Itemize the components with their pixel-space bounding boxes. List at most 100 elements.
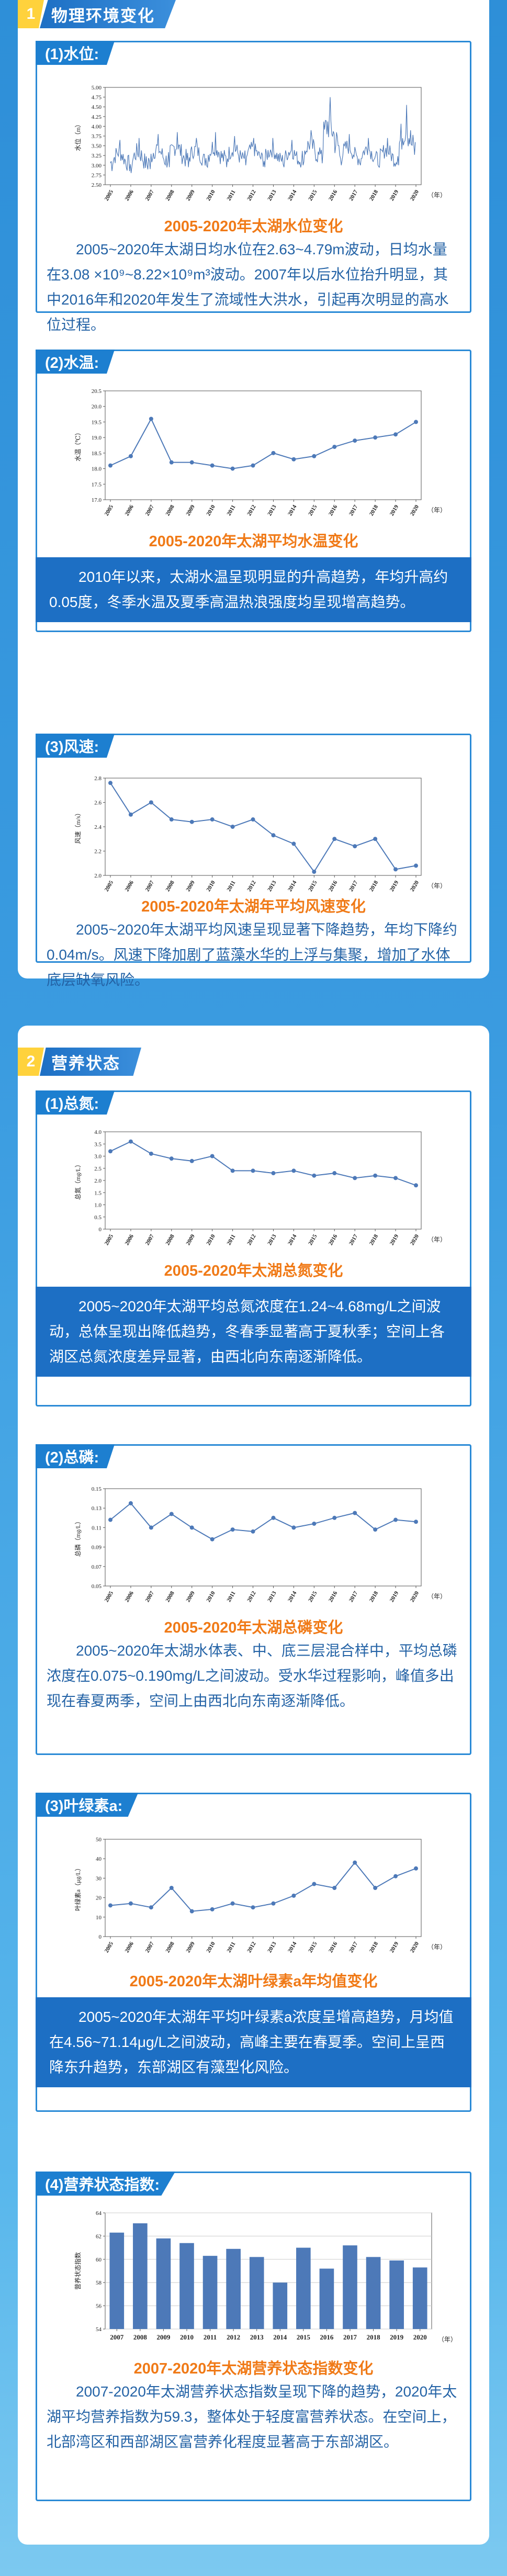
panel-total-nitrogen: (1)总氮: 0 0.5 1.0 1.5 2.0 2.5 3.0 3.5 4.0 总氮（mg/L）… <box>36 1090 471 1407</box>
data-point <box>393 1176 398 1180</box>
panel-description: 2005~2020年太湖水体表、中、底三层混合样中，平均总磷浓度在0.075~0… <box>47 1643 457 1709</box>
data-point <box>393 867 398 872</box>
section-number: 2 <box>18 1048 44 1076</box>
x-tick-label: 2006 <box>124 504 136 517</box>
y-tick-label: 56 <box>96 2303 102 2310</box>
plot-frame <box>105 2212 432 2330</box>
x-tick-label: 2006 <box>124 880 136 893</box>
series-line <box>110 1141 416 1186</box>
data-point <box>373 837 378 841</box>
data-point <box>353 438 357 443</box>
y-tick-label: 3.50 <box>92 143 102 150</box>
x-tick-label: 2020 <box>409 1941 421 1954</box>
data-point <box>230 1901 235 1906</box>
data-point <box>169 1886 174 1890</box>
x-tick-label: 2010 <box>205 880 217 893</box>
y-tick-label: 0.07 <box>92 1564 102 1570</box>
x-tick-label: 2010 <box>180 2333 194 2341</box>
x-tick-label: 2015 <box>307 504 319 517</box>
x-tick-label: 2018 <box>368 504 380 517</box>
data-point <box>271 833 276 838</box>
y-tick-label: 3.75 <box>92 133 102 140</box>
data-point <box>210 1907 215 1911</box>
data-point <box>353 1176 357 1180</box>
data-point <box>373 1527 378 1532</box>
x-tick-label: 2010 <box>205 1590 217 1603</box>
data-point <box>230 1527 235 1532</box>
y-tick-label: 2.50 <box>92 182 102 188</box>
x-tick-label: 2019 <box>389 1233 400 1246</box>
x-tick-label: 2015 <box>297 2333 311 2341</box>
y-tick-label: 3.0 <box>94 1154 102 1160</box>
x-tick-label: 2005 <box>104 1941 115 1954</box>
data-point <box>230 825 235 829</box>
section-title: 营养状态 <box>40 1048 141 1076</box>
data-point <box>414 1183 418 1188</box>
x-tick-label: 2020 <box>409 880 421 893</box>
x-axis-unit: （年） <box>427 1943 446 1951</box>
x-tick-label: 2018 <box>368 1941 380 1954</box>
x-tick-label: 2012 <box>246 1941 257 1954</box>
x-tick-label: 2018 <box>368 1233 380 1246</box>
data-point <box>149 1905 153 1910</box>
chart-caption: 2005-2020年太湖平均水温变化 <box>149 533 358 550</box>
x-tick-label: 2014 <box>287 1590 298 1603</box>
y-tick-label: 18.5 <box>92 451 102 457</box>
data-point <box>108 1903 112 1908</box>
panel-heading: (3)风速: <box>36 734 115 758</box>
data-point <box>128 1901 133 1906</box>
y-tick-label: 0 <box>99 1934 102 1940</box>
series-line <box>110 782 416 873</box>
data-point <box>251 1529 255 1534</box>
y-tick-label: 2.0 <box>94 1178 102 1184</box>
y-tick-label: 62 <box>96 2233 102 2240</box>
panel-description: 2007-2020年太湖营养状态指数呈现下降的趋势，2020年太湖平均营养指数为… <box>47 2383 457 2450</box>
x-tick-label: 2005 <box>104 1590 115 1603</box>
x-tick-label: 2016 <box>328 880 339 893</box>
y-tick-label: 4.00 <box>92 123 102 130</box>
plot-frame <box>105 1839 422 1937</box>
x-tick-label: 2006 <box>124 1590 136 1603</box>
x-tick-label: 2005 <box>104 1233 115 1246</box>
chart-caption: 2005-2020年太湖叶绿素a年均值变化 <box>129 1973 378 1990</box>
data-point <box>353 1511 357 1515</box>
y-tick-label: 4.50 <box>92 104 102 110</box>
y-axis-label: 总磷（mg/L） <box>74 1518 82 1557</box>
chlorophyll-a-chart: 0 10 20 30 40 50 叶绿素a（μg/L） 2005 2006 2007 2008 200… <box>74 1837 446 1954</box>
x-axis-unit: （年） <box>438 2336 457 2343</box>
data-point <box>108 1517 112 1522</box>
data-point <box>108 781 112 785</box>
data-point <box>210 1537 215 1542</box>
data-point <box>414 863 418 868</box>
data-point <box>189 819 194 824</box>
y-tick-label: 20.0 <box>92 404 102 410</box>
x-tick-label: 2008 <box>165 189 176 202</box>
y-tick-label: 58 <box>96 2280 102 2286</box>
y-tick-label: 19.0 <box>92 435 102 441</box>
plot-frame <box>105 1488 422 1587</box>
x-tick-label: 2007 <box>110 2333 124 2341</box>
x-tick-label: 2018 <box>368 1590 380 1603</box>
y-tick-label: 2.2 <box>94 849 102 855</box>
x-tick-label: 2018 <box>367 2333 381 2341</box>
data-point <box>251 1168 255 1173</box>
series-line <box>110 1862 416 1912</box>
x-tick-label: 2018 <box>368 189 380 202</box>
x-tick-label: 2014 <box>273 2333 287 2341</box>
data-point <box>393 1517 398 1522</box>
x-tick-label: 2013 <box>250 2333 264 2341</box>
bar <box>273 2282 288 2329</box>
x-tick-label: 2014 <box>287 189 298 202</box>
x-tick-label: 2015 <box>307 1941 319 1954</box>
x-tick-label: 2012 <box>246 880 257 893</box>
x-tick-label: 2010 <box>205 189 217 202</box>
data-point <box>128 812 133 817</box>
x-tick-label: 2017 <box>348 189 359 202</box>
data-point <box>251 817 255 822</box>
panel-description: 2005~2020年太湖平均总氮浓度在1.24~4.68mg/L之间波动，总体呈… <box>36 1287 471 1377</box>
panel-heading: (2)总磷: <box>36 1444 115 1468</box>
data-point <box>128 1139 133 1144</box>
water-level-chart: 2.50 2.75 3.00 3.25 3.50 3.75 4.00 4.25 4.50 4.75… <box>74 85 446 202</box>
x-tick-label: 2013 <box>266 1941 278 1954</box>
x-tick-label: 2007 <box>144 1590 156 1603</box>
